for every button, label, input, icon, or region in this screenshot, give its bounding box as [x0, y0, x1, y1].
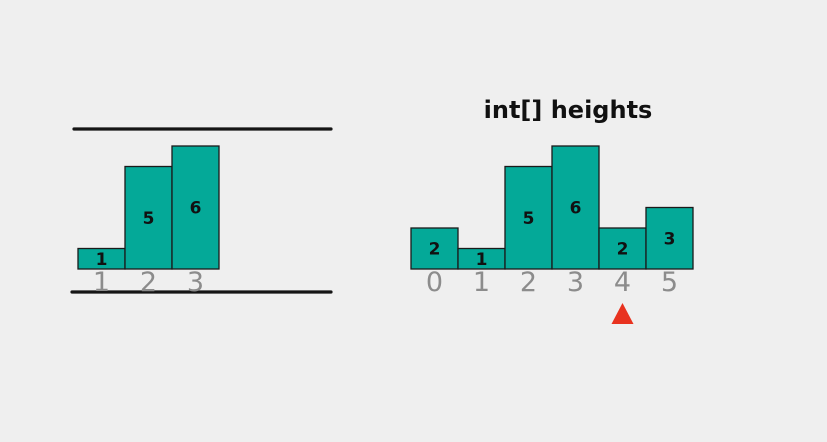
left-bar-value-1: 1	[96, 250, 108, 270]
left-bar-2	[124, 165, 173, 270]
right-bar-value-5: 3	[664, 229, 676, 249]
triangle-up-icon	[611, 303, 634, 324]
left-bar-3	[171, 145, 220, 270]
right-bar-3	[551, 145, 600, 270]
left-bar-value-3: 6	[190, 199, 202, 219]
right-bar-value-1: 1	[476, 250, 488, 270]
right-bar-value-4: 2	[617, 240, 629, 260]
right-bar-value-3: 6	[570, 199, 582, 219]
right-bar-index-3: 3	[567, 267, 584, 298]
right-bar-index-2: 2	[520, 267, 537, 298]
right-bar-value-0: 2	[429, 240, 441, 260]
right-bar-4	[598, 227, 647, 270]
right-bar-5	[645, 206, 694, 270]
left-panel: 11 5 2 6 3	[70, 127, 333, 298]
left-bar-index-1: 1	[93, 267, 110, 298]
left-bar-index-3: 3	[187, 267, 204, 298]
right-bar-index-4: 4	[614, 267, 631, 298]
right-bar-value-2: 5	[523, 209, 535, 229]
right-bar-2	[504, 165, 553, 270]
left-bar-value-2: 5	[143, 209, 155, 229]
left-bar-group: 11 5 2 6 3	[77, 145, 220, 298]
heights-array-title: int[] heights	[484, 96, 653, 124]
right-bar-index-0: 0	[426, 267, 443, 298]
right-bar-index-5: 5	[661, 267, 678, 298]
right-bar-index-1: 1	[473, 267, 490, 298]
left-bar-index-2: 2	[140, 267, 157, 298]
